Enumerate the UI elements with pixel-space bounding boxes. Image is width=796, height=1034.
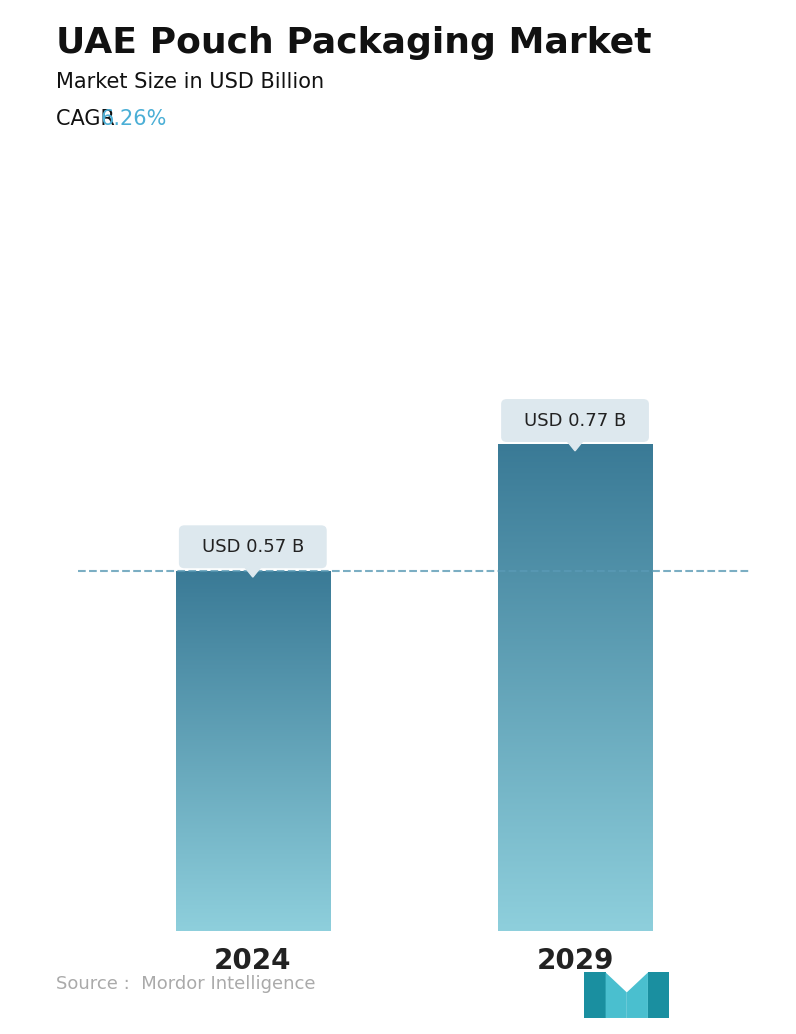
Text: Market Size in USD Billion: Market Size in USD Billion bbox=[56, 72, 324, 92]
Text: Source :  Mordor Intelligence: Source : Mordor Intelligence bbox=[56, 975, 315, 993]
Polygon shape bbox=[606, 972, 626, 1017]
Text: CAGR: CAGR bbox=[56, 109, 121, 128]
Polygon shape bbox=[584, 972, 606, 1017]
Text: USD 0.77 B: USD 0.77 B bbox=[524, 412, 626, 429]
Polygon shape bbox=[626, 972, 648, 1017]
Polygon shape bbox=[648, 972, 669, 1017]
FancyBboxPatch shape bbox=[501, 399, 649, 442]
Polygon shape bbox=[242, 564, 264, 577]
Text: 6.26%: 6.26% bbox=[100, 109, 166, 128]
FancyBboxPatch shape bbox=[179, 525, 326, 569]
Text: UAE Pouch Packaging Market: UAE Pouch Packaging Market bbox=[56, 26, 651, 60]
Polygon shape bbox=[564, 437, 586, 451]
Text: USD 0.57 B: USD 0.57 B bbox=[201, 538, 304, 556]
